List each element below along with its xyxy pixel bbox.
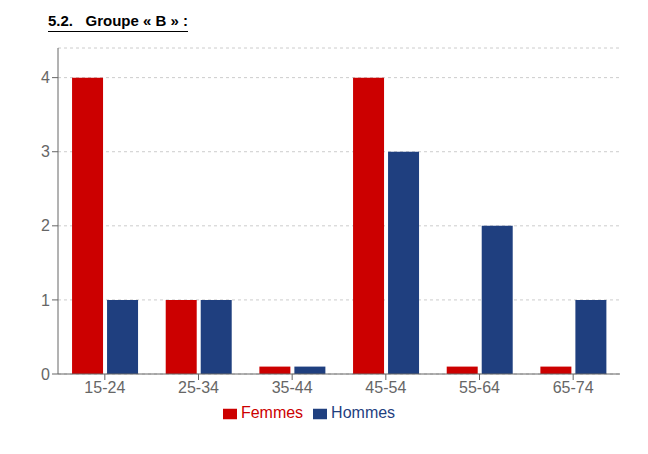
svg-text:3: 3 [41,143,50,160]
svg-text:65-74: 65-74 [553,379,594,396]
svg-text:0: 0 [41,366,50,383]
svg-text:25-34: 25-34 [178,379,219,396]
html-text:Hommes: Hommes [331,404,396,421]
svg-text:35-44: 35-44 [272,379,313,396]
svg-text:4: 4 [41,69,50,86]
svg-text:1: 1 [41,292,50,309]
svg-text:55-64: 55-64 [459,379,500,396]
svg-text:15-24: 15-24 [84,379,125,396]
html-text:Femmes: Femmes [240,404,304,421]
svg-text:2: 2 [41,217,50,234]
svg-text:45-54: 45-54 [365,379,406,396]
html-text:5.2. Groupe « B » :: 5.2. Groupe « B » : [48,12,188,29]
